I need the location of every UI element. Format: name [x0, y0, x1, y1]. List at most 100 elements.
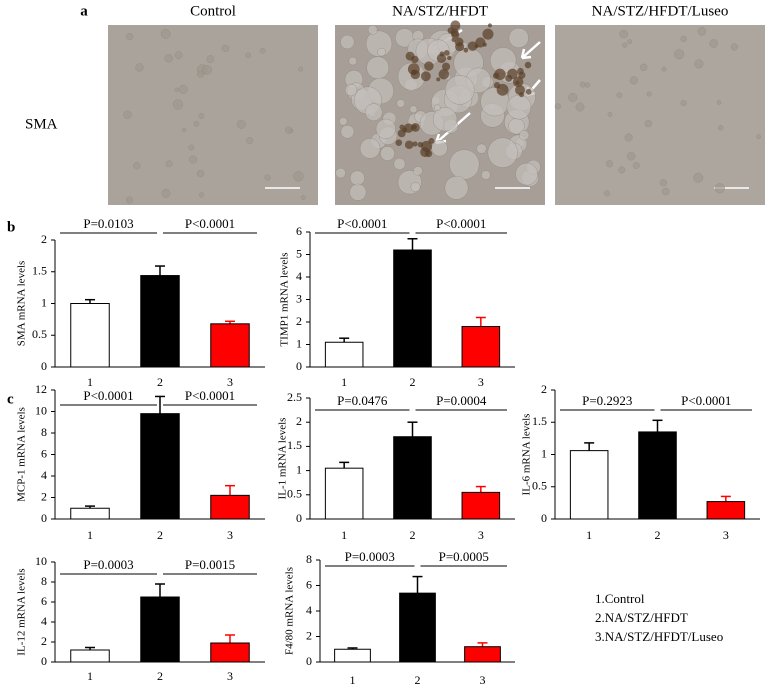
texture — [393, 157, 406, 170]
x-tick-label: 1 — [87, 669, 93, 683]
texture — [487, 137, 518, 168]
y-tick-label: 0 — [306, 654, 312, 668]
texture — [603, 190, 610, 197]
texture — [188, 144, 195, 151]
stain — [475, 37, 486, 48]
bar — [140, 275, 180, 368]
texture — [717, 124, 724, 131]
texture — [506, 94, 532, 120]
texture — [444, 75, 475, 105]
texture — [338, 117, 348, 126]
y-tick-label: 4 — [41, 468, 47, 482]
texture — [364, 103, 383, 122]
x-tick-label: 2 — [415, 673, 421, 687]
texture — [627, 39, 633, 45]
legend-item: 1.Control — [595, 591, 645, 606]
texture — [575, 102, 585, 112]
stain — [451, 30, 460, 39]
y-axis-label: IL-12 mRNA levels — [16, 568, 28, 655]
texture — [300, 195, 306, 200]
stain — [411, 124, 417, 130]
texture — [680, 100, 687, 107]
texture — [508, 27, 529, 49]
texture — [515, 162, 538, 186]
texture — [518, 130, 530, 141]
stain — [463, 47, 469, 53]
texture — [697, 27, 707, 36]
stain — [496, 83, 509, 96]
y-tick-label: 4 — [306, 603, 312, 617]
bar — [140, 596, 180, 663]
texture — [174, 87, 180, 93]
p-value: P=0.0015 — [185, 557, 235, 572]
x-tick-label: 1 — [350, 673, 356, 687]
texture — [619, 29, 629, 39]
texture — [344, 83, 358, 97]
stain — [451, 37, 456, 42]
y-tick-label: 0.5 — [287, 487, 302, 501]
y-tick-label: 2 — [296, 414, 302, 428]
texture — [413, 166, 423, 176]
y-tick-label: 12 — [35, 382, 47, 396]
texture — [714, 183, 725, 194]
texture — [348, 56, 358, 66]
bar — [461, 491, 501, 520]
bar — [324, 467, 364, 520]
stain — [399, 124, 405, 130]
texture — [605, 160, 614, 168]
x-tick-label: 1 — [586, 528, 592, 542]
bar — [70, 303, 110, 368]
y-tick-label: 2 — [41, 634, 47, 648]
stain — [443, 50, 450, 56]
bar — [464, 646, 501, 663]
texture — [629, 76, 638, 85]
legend-item: 2.NA/STZ/HFDT — [595, 610, 688, 625]
stain — [439, 51, 445, 57]
y-axis-label: F4/80 mRNA levels — [284, 567, 296, 655]
stain — [524, 61, 532, 69]
y-tick-label: 10 — [35, 403, 47, 417]
y-tick-label: 6 — [41, 594, 47, 608]
texture — [198, 113, 205, 120]
micrographs — [108, 20, 765, 205]
texture — [756, 134, 761, 139]
stain — [397, 129, 406, 138]
texture — [236, 119, 246, 129]
y-tick-label: 0.5 — [532, 479, 547, 493]
x-tick-label: 2 — [410, 528, 416, 542]
x-tick-label: 1 — [87, 528, 93, 542]
texture — [632, 161, 640, 169]
y-axis-label: IL-1 mRNA levels — [277, 418, 289, 500]
x-tick-label: 3 — [480, 673, 486, 687]
texture — [584, 82, 591, 88]
x-tick-label: 2 — [410, 375, 416, 389]
texture — [293, 171, 304, 182]
texture — [568, 92, 578, 102]
stain — [450, 20, 461, 31]
texture — [174, 51, 183, 60]
y-axis-label: MCP-1 mRNA levels — [16, 407, 28, 502]
texture — [730, 43, 738, 51]
y-tick-label: 1 — [296, 336, 302, 350]
stain — [424, 61, 434, 71]
panel-label: c — [7, 391, 14, 407]
p-value: P=0.2923 — [582, 393, 632, 408]
y-tick-label: 0 — [541, 511, 547, 525]
texture — [375, 118, 396, 139]
p-value: P=0.0005 — [439, 549, 489, 564]
x-tick-label: 3 — [227, 669, 233, 683]
p-value: P<0.0001 — [185, 216, 235, 231]
x-tick-label: 3 — [478, 375, 484, 389]
p-value: P=0.0003 — [83, 557, 133, 572]
p-value: P<0.0001 — [436, 216, 486, 231]
y-tick-label: 1.5 — [287, 438, 302, 452]
stain — [492, 72, 499, 79]
texture — [245, 52, 252, 59]
stain — [436, 77, 441, 82]
y-tick-label: 3 — [296, 291, 302, 305]
texture — [680, 35, 687, 43]
bar — [210, 642, 250, 663]
texture — [716, 100, 722, 105]
texture — [206, 55, 215, 64]
x-tick-label: 1 — [341, 375, 347, 389]
